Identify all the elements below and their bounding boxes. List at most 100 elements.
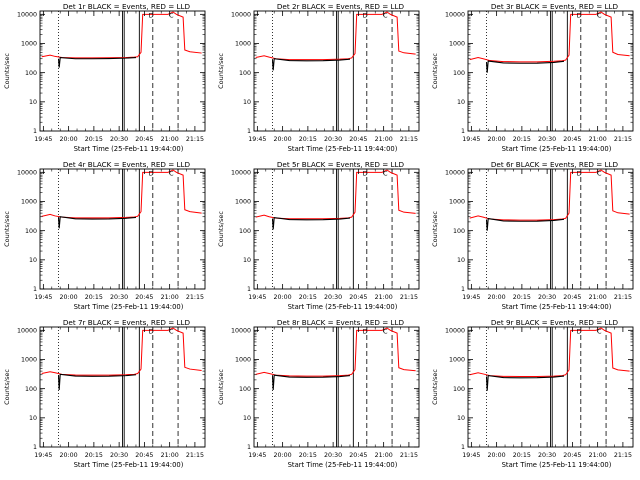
y-tick-label: 10 bbox=[457, 99, 465, 106]
series-line-black bbox=[485, 217, 565, 231]
marker-label: D bbox=[577, 327, 582, 335]
x-tick-label: 20:15 bbox=[85, 136, 103, 143]
y-tick-label: 1 bbox=[461, 286, 465, 293]
plot-frame bbox=[253, 168, 420, 290]
x-tick-label: 20:00 bbox=[274, 136, 292, 143]
marker-label: C bbox=[383, 169, 388, 177]
x-axis-label: Start Time (25-Feb-11 19:44:00) bbox=[502, 461, 612, 469]
plot-frame bbox=[39, 168, 206, 290]
marker-label: D bbox=[577, 11, 582, 19]
marker-label: D bbox=[149, 327, 154, 335]
series-line-black bbox=[271, 58, 351, 71]
x-tick-label: 20:30 bbox=[110, 294, 128, 301]
y-tick-label: 10000 bbox=[231, 170, 251, 177]
series-line-black bbox=[485, 374, 565, 391]
y-tick-label: 1000 bbox=[21, 357, 37, 364]
chart-title: Det 6r BLACK = Events, RED = LLD bbox=[491, 160, 619, 169]
series-line-black bbox=[485, 60, 565, 73]
x-tick-label: 21:15 bbox=[614, 294, 632, 301]
y-axis-label: Counts/sec bbox=[3, 369, 11, 405]
x-tick-label: 20:30 bbox=[110, 136, 128, 143]
plot-frame bbox=[467, 326, 634, 448]
marker-label: C bbox=[597, 169, 602, 177]
plot-frame bbox=[467, 168, 634, 290]
x-tick-label: 20:15 bbox=[85, 294, 103, 301]
x-axis-label: Start Time (25-Feb-11 19:44:00) bbox=[288, 303, 398, 311]
series-line-black bbox=[271, 217, 351, 230]
chart-title: Det 5r BLACK = Events, RED = LLD bbox=[277, 160, 405, 169]
y-axis-label: Counts/sec bbox=[217, 369, 225, 405]
y-tick-label: 100 bbox=[239, 386, 251, 393]
x-axis-label: Start Time (25-Feb-11 19:44:00) bbox=[502, 145, 612, 153]
x-axis-label: Start Time (25-Feb-11 19:44:00) bbox=[288, 461, 398, 469]
x-tick-label: 20:00 bbox=[488, 294, 506, 301]
series-line-red bbox=[255, 327, 416, 377]
x-axis-label: Start Time (25-Feb-11 19:44:00) bbox=[74, 461, 184, 469]
y-tick-label: 10000 bbox=[445, 170, 465, 177]
x-tick-label: 20:00 bbox=[60, 452, 78, 459]
y-tick-label: 1000 bbox=[449, 199, 465, 206]
y-tick-label: 10000 bbox=[17, 328, 37, 335]
x-tick-label: 20:45 bbox=[135, 136, 153, 143]
y-tick-label: 1 bbox=[461, 128, 465, 135]
y-tick-label: 10000 bbox=[231, 12, 251, 19]
x-tick-label: 21:00 bbox=[375, 452, 393, 459]
x-tick-label: 21:15 bbox=[186, 452, 204, 459]
x-tick-label: 20:00 bbox=[488, 452, 506, 459]
x-tick-label: 20:15 bbox=[513, 452, 531, 459]
x-tick-label: 19:45 bbox=[34, 452, 52, 459]
x-tick-label: 19:45 bbox=[34, 136, 52, 143]
x-tick-label: 21:15 bbox=[400, 294, 418, 301]
series-line-red bbox=[255, 11, 416, 61]
plot-frame bbox=[39, 326, 206, 448]
x-tick-label: 20:30 bbox=[324, 452, 342, 459]
x-tick-label: 21:15 bbox=[186, 294, 204, 301]
x-tick-label: 20:00 bbox=[60, 136, 78, 143]
y-tick-label: 10 bbox=[457, 415, 465, 422]
y-axis-label: Counts/sec bbox=[431, 369, 439, 405]
marker-label: D bbox=[577, 169, 582, 177]
series-line-black bbox=[57, 373, 137, 391]
y-tick-label: 10000 bbox=[231, 328, 251, 335]
x-axis-label: Start Time (25-Feb-11 19:44:00) bbox=[288, 145, 398, 153]
plot-frame bbox=[467, 10, 634, 132]
x-tick-label: 21:00 bbox=[161, 452, 179, 459]
x-tick-label: 20:00 bbox=[274, 294, 292, 301]
x-tick-label: 19:45 bbox=[462, 452, 480, 459]
x-tick-label: 21:15 bbox=[186, 136, 204, 143]
x-tick-label: 20:30 bbox=[324, 294, 342, 301]
y-tick-label: 1000 bbox=[235, 357, 251, 364]
series-line-red bbox=[469, 327, 630, 378]
x-tick-label: 20:45 bbox=[563, 136, 581, 143]
series-line-red bbox=[469, 11, 630, 63]
series-line-black bbox=[271, 374, 351, 391]
y-tick-label: 10000 bbox=[445, 12, 465, 19]
chart-title: Det 9r BLACK = Events, RED = LLD bbox=[491, 318, 619, 327]
y-tick-label: 10 bbox=[243, 99, 251, 106]
y-axis-label: Counts/sec bbox=[217, 53, 225, 89]
series-line-black bbox=[57, 56, 137, 68]
x-tick-label: 21:00 bbox=[589, 136, 607, 143]
series-line-red bbox=[41, 11, 202, 59]
y-tick-label: 100 bbox=[25, 70, 37, 77]
x-tick-label: 20:45 bbox=[563, 294, 581, 301]
x-axis-label: Start Time (25-Feb-11 19:44:00) bbox=[502, 303, 612, 311]
series-line-red bbox=[41, 169, 202, 219]
y-tick-label: 100 bbox=[25, 386, 37, 393]
x-tick-label: 20:15 bbox=[513, 294, 531, 301]
x-tick-label: 20:15 bbox=[299, 452, 317, 459]
chart-title: Det 2r BLACK = Events, RED = LLD bbox=[277, 2, 405, 11]
detector-chart-6: Det 6r BLACK = Events, RED = LLD Counts/s… bbox=[431, 160, 634, 311]
x-axis-label: Start Time (25-Feb-11 19:44:00) bbox=[74, 145, 184, 153]
x-tick-label: 20:30 bbox=[324, 136, 342, 143]
x-tick-label: 20:30 bbox=[538, 294, 556, 301]
y-tick-label: 1000 bbox=[449, 357, 465, 364]
y-tick-label: 10 bbox=[243, 257, 251, 264]
detector-chart-4: Det 4r BLACK = Events, RED = LLD Counts/s… bbox=[3, 160, 206, 311]
detector-chart-7: Det 7r BLACK = Events, RED = LLD Counts/s… bbox=[3, 318, 206, 469]
y-tick-label: 1 bbox=[247, 286, 251, 293]
detector-chart-2: Det 2r BLACK = Events, RED = LLD Counts/s… bbox=[217, 2, 420, 153]
marker-label: C bbox=[383, 11, 388, 19]
y-tick-label: 10 bbox=[29, 99, 37, 106]
x-tick-label: 21:00 bbox=[589, 452, 607, 459]
